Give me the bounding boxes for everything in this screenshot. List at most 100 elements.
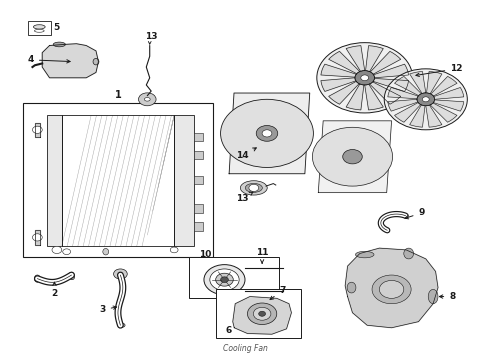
Circle shape bbox=[384, 69, 467, 130]
Polygon shape bbox=[394, 103, 421, 122]
Ellipse shape bbox=[34, 30, 44, 32]
Polygon shape bbox=[434, 87, 464, 99]
Ellipse shape bbox=[93, 58, 99, 65]
Bar bbox=[194, 133, 203, 141]
Polygon shape bbox=[360, 158, 388, 169]
Circle shape bbox=[256, 126, 278, 141]
Circle shape bbox=[247, 303, 277, 324]
Circle shape bbox=[259, 311, 266, 316]
Circle shape bbox=[249, 184, 259, 192]
Text: 3: 3 bbox=[99, 305, 117, 314]
Circle shape bbox=[63, 249, 71, 255]
Circle shape bbox=[52, 246, 62, 253]
Polygon shape bbox=[321, 64, 356, 77]
Bar bbox=[189, 257, 279, 298]
Bar bbox=[194, 150, 203, 159]
Ellipse shape bbox=[428, 289, 438, 304]
Circle shape bbox=[379, 280, 404, 298]
Polygon shape bbox=[265, 140, 279, 165]
Polygon shape bbox=[318, 121, 392, 193]
Bar bbox=[194, 222, 203, 231]
Circle shape bbox=[220, 277, 228, 283]
Polygon shape bbox=[224, 127, 258, 138]
Polygon shape bbox=[430, 103, 457, 122]
Ellipse shape bbox=[33, 25, 45, 29]
Polygon shape bbox=[227, 135, 260, 154]
Circle shape bbox=[139, 93, 156, 106]
Polygon shape bbox=[272, 107, 301, 130]
Circle shape bbox=[204, 265, 245, 295]
Text: 1: 1 bbox=[115, 90, 122, 100]
Text: Cooling Fan: Cooling Fan bbox=[222, 344, 268, 353]
Text: 8: 8 bbox=[440, 292, 456, 301]
Polygon shape bbox=[329, 81, 359, 104]
Polygon shape bbox=[388, 87, 418, 99]
Bar bbox=[174, 116, 194, 246]
Polygon shape bbox=[35, 123, 40, 137]
Polygon shape bbox=[35, 230, 40, 244]
Polygon shape bbox=[388, 99, 418, 111]
Polygon shape bbox=[373, 78, 409, 91]
Polygon shape bbox=[319, 138, 347, 154]
Ellipse shape bbox=[355, 251, 374, 258]
Ellipse shape bbox=[103, 248, 109, 255]
Polygon shape bbox=[42, 44, 98, 78]
Polygon shape bbox=[394, 76, 421, 96]
Polygon shape bbox=[244, 103, 266, 127]
Text: 2: 2 bbox=[51, 282, 57, 298]
Polygon shape bbox=[267, 102, 281, 127]
Ellipse shape bbox=[245, 183, 262, 192]
Text: 14: 14 bbox=[236, 148, 256, 160]
Polygon shape bbox=[366, 46, 383, 72]
Circle shape bbox=[262, 130, 272, 137]
Polygon shape bbox=[233, 297, 292, 334]
Ellipse shape bbox=[69, 273, 74, 280]
Polygon shape bbox=[370, 51, 401, 74]
Circle shape bbox=[317, 42, 413, 113]
Text: 11: 11 bbox=[256, 248, 269, 263]
Text: 5: 5 bbox=[53, 23, 60, 32]
Polygon shape bbox=[427, 71, 442, 94]
Circle shape bbox=[216, 273, 233, 286]
Circle shape bbox=[32, 234, 42, 241]
Circle shape bbox=[210, 269, 239, 291]
Polygon shape bbox=[410, 71, 426, 94]
Circle shape bbox=[372, 275, 411, 304]
Text: 7: 7 bbox=[270, 286, 286, 300]
Circle shape bbox=[170, 247, 178, 253]
Text: 13: 13 bbox=[145, 32, 157, 41]
Polygon shape bbox=[331, 162, 350, 182]
Polygon shape bbox=[410, 105, 425, 127]
Ellipse shape bbox=[53, 42, 66, 47]
Circle shape bbox=[220, 99, 314, 167]
Polygon shape bbox=[433, 100, 464, 111]
Ellipse shape bbox=[241, 181, 267, 195]
Text: 12: 12 bbox=[416, 64, 463, 76]
Circle shape bbox=[343, 149, 362, 164]
Polygon shape bbox=[229, 93, 310, 174]
Text: 6: 6 bbox=[225, 327, 232, 336]
Polygon shape bbox=[369, 82, 401, 104]
Circle shape bbox=[417, 93, 435, 106]
Circle shape bbox=[361, 75, 368, 81]
Polygon shape bbox=[333, 131, 351, 151]
Circle shape bbox=[32, 126, 42, 134]
Circle shape bbox=[355, 71, 374, 85]
Polygon shape bbox=[350, 163, 363, 183]
Polygon shape bbox=[345, 248, 438, 328]
Bar bbox=[47, 116, 62, 246]
Polygon shape bbox=[356, 161, 380, 180]
Bar bbox=[216, 289, 301, 338]
Bar bbox=[194, 204, 203, 213]
Ellipse shape bbox=[145, 98, 150, 101]
Text: 4: 4 bbox=[27, 55, 70, 64]
Polygon shape bbox=[361, 145, 389, 157]
Circle shape bbox=[313, 127, 392, 186]
Ellipse shape bbox=[34, 275, 40, 282]
Polygon shape bbox=[352, 130, 365, 151]
Ellipse shape bbox=[118, 323, 125, 327]
Polygon shape bbox=[373, 64, 409, 78]
Bar bbox=[27, 21, 51, 35]
Ellipse shape bbox=[404, 248, 414, 259]
Polygon shape bbox=[317, 152, 344, 161]
